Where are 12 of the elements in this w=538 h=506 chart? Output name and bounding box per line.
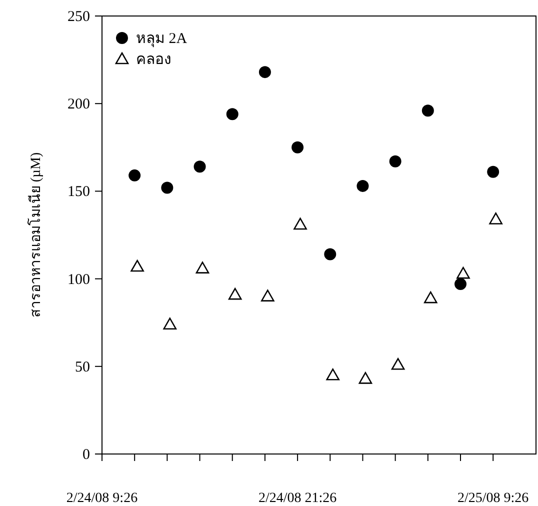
y-tick-label: 50: [75, 359, 90, 376]
x-tick-label: 2/25/08 9:26: [458, 491, 529, 506]
y-tick-label: 0: [82, 447, 90, 463]
x-tick-label: 2/24/08 9:26: [66, 491, 138, 506]
y-tick-label: 100: [68, 272, 90, 288]
y-tick-label: 150: [68, 184, 90, 200]
legend-label: คลอง: [136, 52, 171, 68]
y-tick-label: 250: [68, 9, 90, 25]
y-axis-title: สารอาหารแอมโมเนีย (µM): [27, 152, 44, 318]
y-tick-label: 200: [68, 96, 90, 113]
x-tick-label: 2/24/08 21:26: [258, 491, 337, 506]
legend-label: หลุม 2A: [136, 31, 188, 48]
